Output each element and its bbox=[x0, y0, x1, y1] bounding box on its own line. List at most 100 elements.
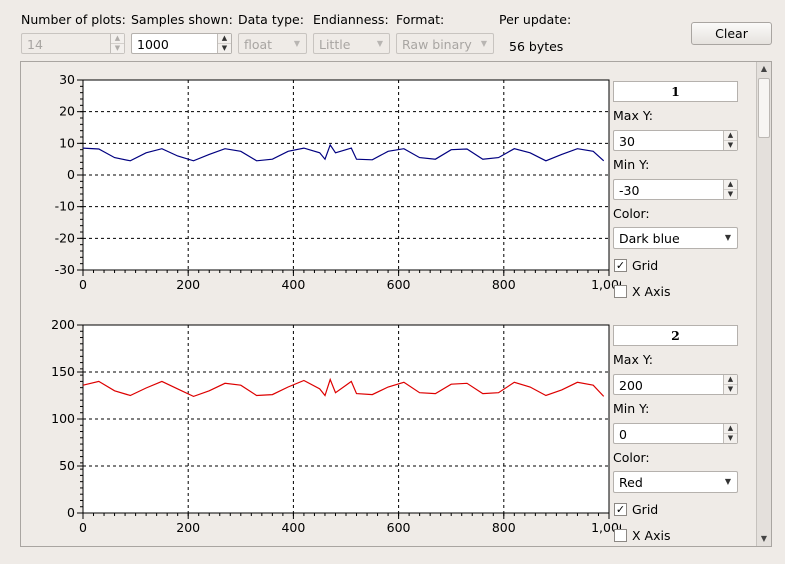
plot-2-min-y-value: 0 bbox=[619, 427, 627, 442]
plot-1-max-y-label: Max Y: bbox=[613, 108, 654, 123]
plot-1-min-y-value: -30 bbox=[619, 183, 640, 198]
increment-icon[interactable]: ▲ bbox=[724, 424, 737, 434]
x-tick-label: 800 bbox=[492, 520, 516, 535]
plot-1-grid-checkbox[interactable]: ✓ bbox=[614, 259, 627, 272]
x-tick-label: 0 bbox=[79, 520, 87, 535]
increment-icon[interactable]: ▲ bbox=[724, 375, 737, 385]
scroll-down-icon[interactable]: ▼ bbox=[760, 534, 768, 543]
x-tick-label: 1,000 bbox=[591, 520, 621, 535]
endianness-combo[interactable]: Little ▼ bbox=[313, 33, 390, 54]
y-tick-label: 30 bbox=[59, 72, 75, 87]
number-of-plots-stepper[interactable]: ▲ ▼ bbox=[110, 34, 124, 53]
plot-2-chart: 200 150 100 50 00 200 400 600 800 1,000 bbox=[51, 317, 621, 535]
endianness-value: Little bbox=[319, 37, 351, 52]
decrement-icon[interactable]: ▼ bbox=[727, 384, 734, 393]
x-tick-label: 400 bbox=[281, 277, 305, 292]
decrement-icon[interactable]: ▼ bbox=[727, 433, 734, 442]
samples-shown-value: 1000 bbox=[137, 37, 169, 52]
x-tick-label: 400 bbox=[281, 520, 305, 535]
x-tick-label: 800 bbox=[492, 277, 516, 292]
chevron-down-icon: ▼ bbox=[376, 39, 383, 48]
y-tick-label: 150 bbox=[51, 364, 75, 379]
y-tick-label: 0 bbox=[67, 167, 75, 182]
x-tick-label: 200 bbox=[176, 520, 200, 535]
y-tick-label: -30 bbox=[55, 262, 75, 277]
format-value: Raw binary bbox=[402, 37, 472, 52]
plot-2-xaxis-checkbox[interactable] bbox=[614, 529, 627, 542]
increment-icon[interactable]: ▲ bbox=[218, 34, 231, 44]
plot-2-max-y-stepper[interactable]: ▲ ▼ bbox=[723, 375, 737, 394]
vertical-scrollbar[interactable]: ▲ ▼ bbox=[756, 62, 771, 546]
decrement-icon[interactable]: ▼ bbox=[114, 43, 121, 52]
plot-2-min-y-spinbox[interactable]: 0 ▲ ▼ bbox=[613, 423, 738, 444]
plot-1-title[interactable]: 1 bbox=[613, 81, 738, 102]
plot-1-min-y-stepper[interactable]: ▲ ▼ bbox=[723, 180, 737, 199]
format-combo[interactable]: Raw binary ▼ bbox=[396, 33, 494, 54]
plot-1-color-label: Color: bbox=[613, 206, 650, 221]
per-update-value: 56 bytes bbox=[509, 39, 564, 54]
y-tick-label: 50 bbox=[59, 458, 75, 473]
y-tick-label: 10 bbox=[59, 135, 75, 150]
data-type-label: Data type: bbox=[238, 12, 304, 27]
scrollbar-thumb[interactable] bbox=[758, 78, 770, 138]
increment-icon[interactable]: ▲ bbox=[724, 131, 737, 141]
increment-icon[interactable]: ▲ bbox=[111, 34, 124, 44]
x-tick-label: 600 bbox=[387, 520, 411, 535]
plot-2-max-y-spinbox[interactable]: 200 ▲ ▼ bbox=[613, 374, 738, 395]
scroll-up-icon[interactable]: ▲ bbox=[760, 64, 768, 73]
plot-1-min-y-spinbox[interactable]: -30 ▲ ▼ bbox=[613, 179, 738, 200]
plot-1-xaxis-checkbox[interactable] bbox=[614, 285, 627, 298]
plot-1-max-y-value: 30 bbox=[619, 134, 635, 149]
plot-1-max-y-stepper[interactable]: ▲ ▼ bbox=[723, 131, 737, 150]
x-tick-label: 200 bbox=[176, 277, 200, 292]
per-update-label: Per update: bbox=[499, 12, 572, 27]
samples-shown-spinbox[interactable]: 1000 ▲ ▼ bbox=[131, 33, 232, 54]
plot-2-xaxis-label: X Axis bbox=[632, 528, 671, 543]
plot-2-grid-label: Grid bbox=[632, 502, 659, 517]
plot-2-min-y-label: Min Y: bbox=[613, 401, 650, 416]
y-tick-label: 20 bbox=[59, 104, 75, 119]
y-tick-label: 100 bbox=[51, 411, 75, 426]
chevron-down-icon: ▼ bbox=[480, 39, 487, 48]
decrement-icon[interactable]: ▼ bbox=[727, 140, 734, 149]
samples-shown-stepper[interactable]: ▲ ▼ bbox=[217, 34, 231, 53]
number-of-plots-spinbox[interactable]: 14 ▲ ▼ bbox=[21, 33, 125, 54]
data-type-combo[interactable]: float ▼ bbox=[238, 33, 307, 54]
chevron-down-icon: ▼ bbox=[724, 233, 731, 242]
decrement-icon[interactable]: ▼ bbox=[727, 189, 734, 198]
y-tick-label: -20 bbox=[55, 230, 75, 245]
plot-1-max-y-spinbox[interactable]: 30 ▲ ▼ bbox=[613, 130, 738, 151]
plot-1-color-value: Dark blue bbox=[619, 231, 680, 246]
format-label: Format: bbox=[396, 12, 445, 27]
plot-2-color-combo[interactable]: Red ▼ bbox=[613, 471, 738, 493]
plot-2-title[interactable]: 2 bbox=[613, 325, 738, 346]
plot-2-min-y-stepper[interactable]: ▲ ▼ bbox=[723, 424, 737, 443]
decrement-icon[interactable]: ▼ bbox=[221, 43, 228, 52]
plot-1-chart: 30 20 10 0 -10 -20 -30 0 200 400 600 800 1,000 bbox=[55, 72, 621, 292]
plot-2-color-value: Red bbox=[619, 475, 643, 490]
plot-1-color-combo[interactable]: Dark blue ▼ bbox=[613, 227, 738, 249]
plot-2-max-y-value: 200 bbox=[619, 378, 643, 393]
y-tick-label: -10 bbox=[55, 199, 75, 214]
series-line bbox=[82, 377, 605, 398]
x-tick-label: 0 bbox=[79, 277, 87, 292]
number-of-plots-label: Number of plots: bbox=[21, 12, 126, 27]
x-tick-label: 600 bbox=[387, 277, 411, 292]
chevron-down-icon: ▼ bbox=[724, 477, 731, 486]
samples-shown-label: Samples shown: bbox=[131, 12, 233, 27]
y-tick-label: 200 bbox=[51, 317, 75, 332]
clear-button[interactable]: Clear bbox=[691, 22, 772, 45]
y-tick-label: 0 bbox=[67, 505, 75, 520]
increment-icon[interactable]: ▲ bbox=[724, 180, 737, 190]
plot-2-grid-checkbox[interactable]: ✓ bbox=[614, 503, 627, 516]
plot-2-max-y-label: Max Y: bbox=[613, 352, 654, 367]
data-type-value: float bbox=[244, 37, 273, 52]
plot-1-min-y-label: Min Y: bbox=[613, 157, 650, 172]
plot-2-color-label: Color: bbox=[613, 450, 650, 465]
plot-1-grid-label: Grid bbox=[632, 258, 659, 273]
chevron-down-icon: ▼ bbox=[293, 39, 300, 48]
number-of-plots-value: 14 bbox=[27, 37, 43, 52]
plot-1-xaxis-label: X Axis bbox=[632, 284, 671, 299]
